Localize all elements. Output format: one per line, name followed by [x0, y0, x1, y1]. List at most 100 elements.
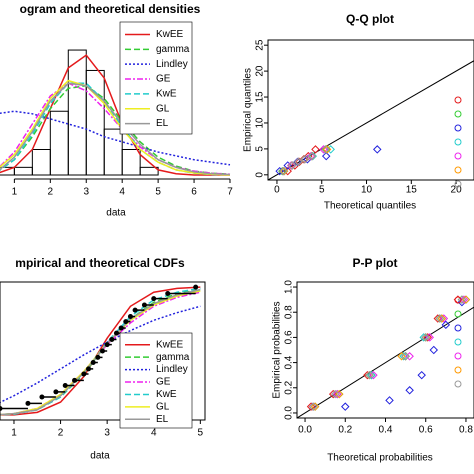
y-tick-label: 0: [255, 172, 266, 178]
panel-title: P-P plot: [352, 256, 397, 270]
y-tick-label: 10: [255, 117, 266, 129]
panel: Q-Q plot 0 5 10 15 20 0 5 10 15 20 25 Theoretical qu…: [243, 12, 474, 212]
x-tick-label: 0.4: [379, 425, 393, 436]
legend-label: KwE: [156, 389, 177, 400]
point: [278, 166, 288, 176]
legend-marker: [454, 96, 462, 104]
y-tick-label: 20: [255, 65, 266, 77]
point: [419, 333, 428, 342]
density-curve: [0, 82, 231, 175]
point: [399, 352, 408, 361]
legend-label: Lindley: [156, 59, 188, 70]
x-tick-label: 4: [151, 428, 157, 439]
point: [306, 151, 316, 161]
x-tick-label: 3: [104, 428, 110, 439]
legend-label: gamma: [156, 44, 190, 55]
point: [435, 314, 445, 323]
y-tick-label: 15: [255, 91, 266, 103]
legend-marker: [454, 152, 462, 160]
x-tick-label: 5: [198, 428, 204, 439]
legend-box: [119, 21, 193, 135]
legend-marker: [454, 138, 462, 146]
point: [322, 145, 332, 154]
plot-area: [0, 284, 201, 416]
legend-box: [119, 332, 193, 429]
point: [278, 166, 287, 176]
x-tick-label: 0.6: [419, 425, 433, 436]
point: [405, 386, 414, 395]
x-tick-label: 10: [361, 185, 373, 196]
legend-marker: [454, 110, 462, 118]
density-curve: [0, 110, 231, 166]
x-tick-label: 0.8: [459, 425, 473, 436]
x-tick-label: 3: [83, 187, 89, 198]
point: [300, 155, 309, 164]
legend-label: EL: [156, 118, 169, 129]
y-tick-label: 0.8: [284, 305, 295, 319]
point: [294, 157, 303, 167]
point: [293, 157, 302, 167]
density-curve: [0, 54, 230, 176]
legend-marker: [454, 180, 462, 188]
point: [311, 145, 320, 154]
legend-label: GE: [156, 377, 171, 388]
point: [332, 389, 342, 399]
legend-label: GL: [156, 402, 170, 413]
legend-marker: [454, 124, 462, 132]
legend-marker: [454, 366, 462, 374]
y-tick-label: 1.0: [284, 280, 295, 294]
legend-marker: [454, 338, 462, 346]
point: [330, 389, 340, 399]
x-tick-label: 2: [48, 187, 54, 198]
histogram-bar: [121, 149, 141, 176]
point: [287, 161, 296, 170]
panel-title: Q-Q plot: [346, 12, 394, 26]
legend-label: KwEE: [156, 339, 184, 350]
x-tick-label: 5: [155, 187, 161, 198]
legend-marker: [454, 352, 462, 360]
y-tick-label: 5: [255, 146, 266, 152]
x-tick-label: 0.0: [298, 425, 312, 436]
x-tick-label: 1: [12, 187, 18, 198]
x-axis-label: Theoretical probabilities: [327, 453, 433, 464]
x-tick-label: 15: [406, 185, 418, 196]
density-curve: [0, 82, 231, 176]
y-tick-label: 0.6: [284, 330, 295, 344]
x-tick-label: 20: [451, 185, 463, 196]
x-axis-label: Theoretical quantiles: [324, 201, 416, 212]
legend-label: KwEE: [156, 29, 184, 40]
point: [441, 320, 451, 330]
point: [459, 295, 469, 304]
x-tick-label: 2: [58, 428, 64, 439]
plot-area: [297, 285, 474, 418]
y-tick-label: 0.4: [284, 355, 295, 369]
legend-marker: [454, 166, 462, 174]
point: [401, 352, 410, 361]
plot-frame: [0, 281, 206, 421]
x-tick-label: 5: [319, 185, 325, 196]
x-tick-label: 6: [191, 187, 197, 198]
point: [373, 145, 382, 154]
point: [417, 370, 426, 380]
point: [429, 345, 439, 355]
panel: ogram and theoretical densities 1 2 3 4 5 6 7 da…: [0, 2, 233, 219]
point: [321, 151, 331, 161]
point: [308, 151, 318, 161]
density-curve: [0, 79, 231, 176]
x-axis-label: data: [106, 208, 126, 219]
legend-marker: [454, 380, 462, 388]
x-tick-label: 0.2: [338, 425, 352, 436]
legend-label: gamma: [156, 352, 190, 363]
x-tick-label: 1: [11, 428, 17, 439]
legend-marker: [454, 324, 462, 332]
legend-marker: [454, 296, 462, 304]
legend-label: GL: [156, 103, 170, 114]
point: [367, 370, 376, 380]
y-tick-label: 25: [255, 39, 266, 51]
point: [385, 396, 394, 405]
legend-label: Lindley: [156, 364, 188, 375]
y-tick-label: 0.0: [284, 406, 295, 420]
point: [321, 145, 331, 154]
